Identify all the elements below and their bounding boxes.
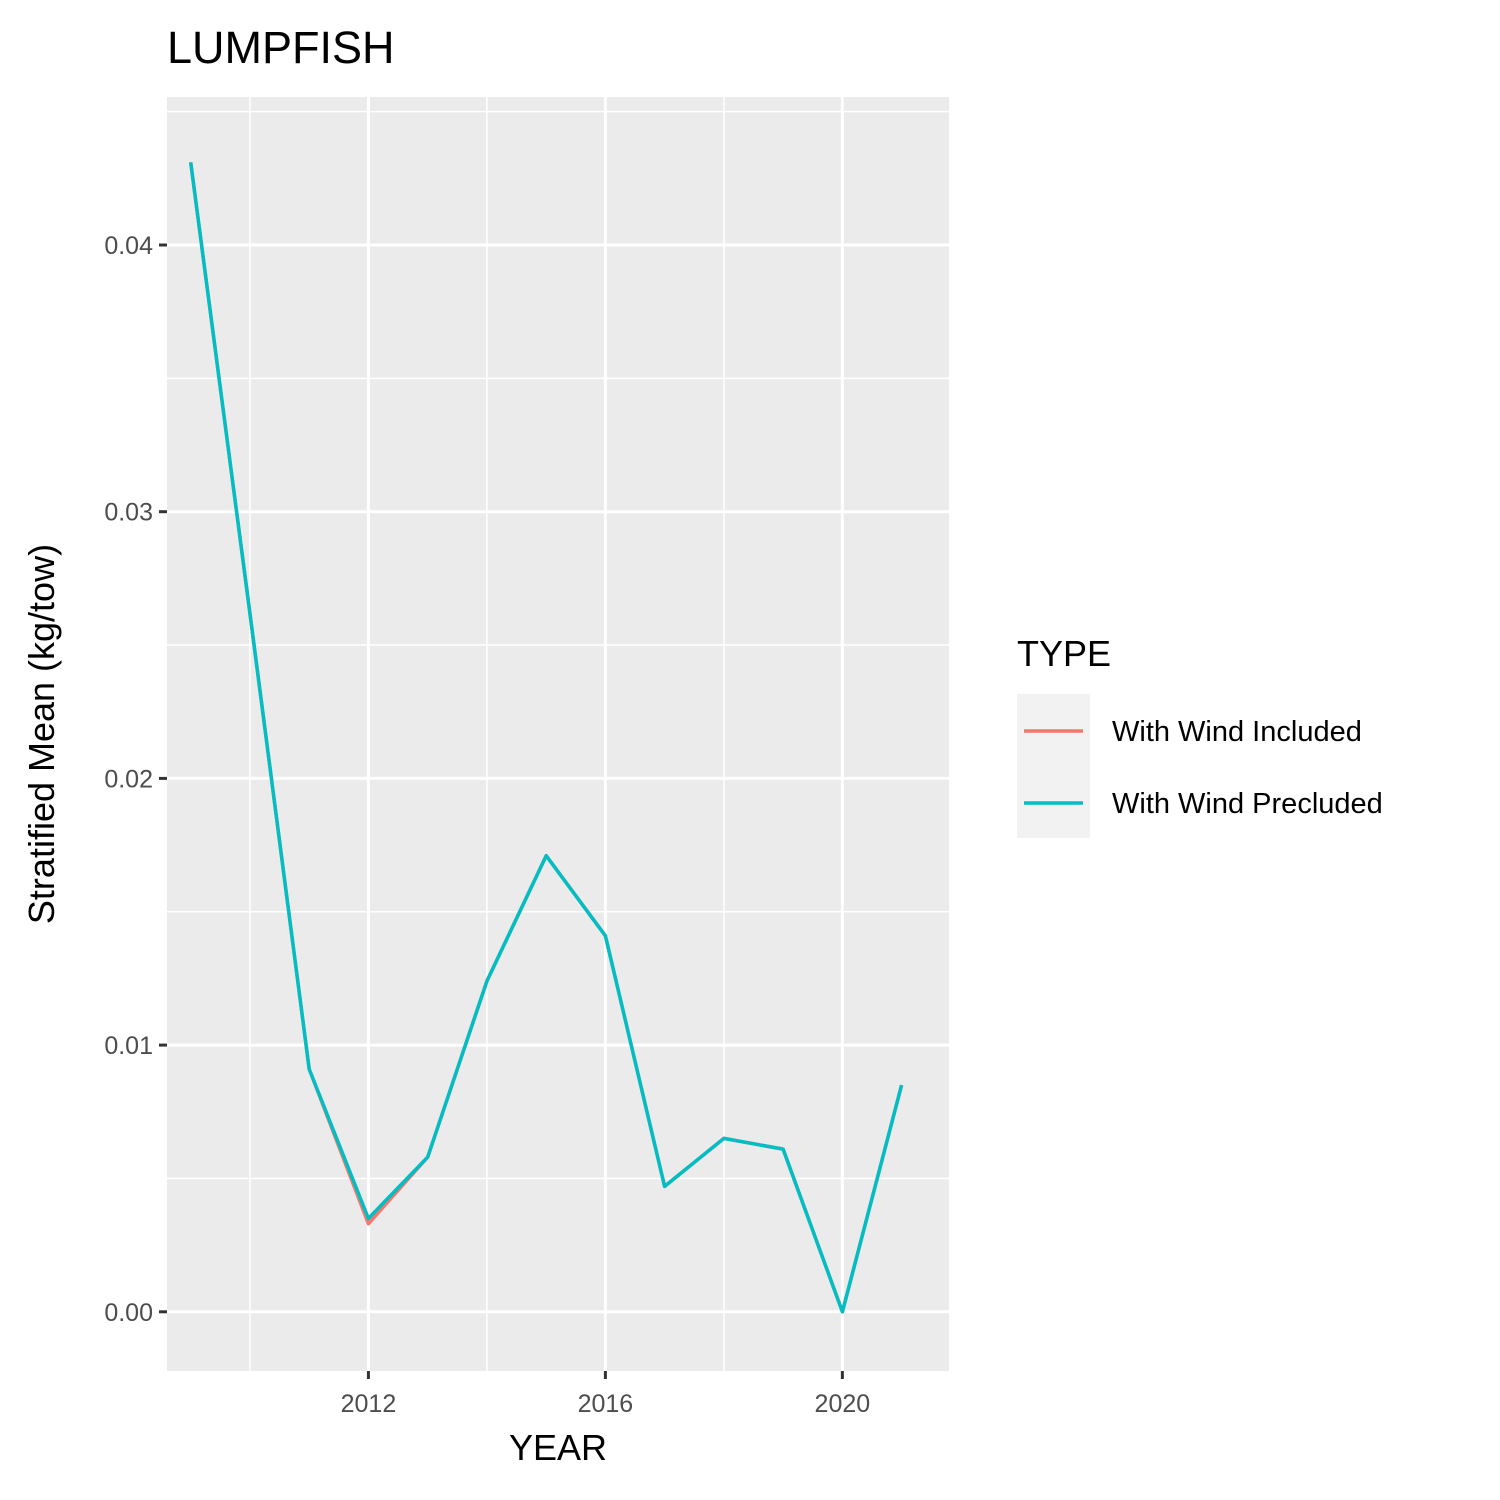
legend: TYPE With Wind Included With Wind Preclud… [1017,633,1383,838]
x-tick-label: 2020 [815,1390,871,1418]
x-axis-title: YEAR [509,1427,607,1468]
y-tick-label: 0.04 [104,232,153,260]
x-tick-label: 2012 [341,1390,397,1418]
series-line-2 [188,162,904,1314]
y-tick-label: 0.02 [104,765,153,793]
legend-title: TYPE [1017,633,1111,674]
x-tick-label: 2016 [578,1390,634,1418]
legend-label-1: With Wind Included [1112,716,1362,748]
y-axis-title: Stratified Mean (kg/tow) [21,544,62,924]
chart-title: LUMPFISH [167,22,395,73]
y-axis: 0.00 0.01 0.02 0.03 0.04 [104,232,167,1327]
legend-key-background [1017,694,1090,838]
series-lines [188,162,904,1314]
major-gridlines [167,97,949,1371]
y-tick-label: 0.00 [104,1299,153,1327]
x-axis: 2012 2016 2020 [341,1371,871,1418]
y-tick-label: 0.03 [104,499,153,527]
legend-label-2: With Wind Precluded [1112,788,1383,820]
minor-gridlines [167,97,949,1371]
plot-panel [167,97,949,1371]
y-tick-label: 0.01 [104,1032,153,1060]
